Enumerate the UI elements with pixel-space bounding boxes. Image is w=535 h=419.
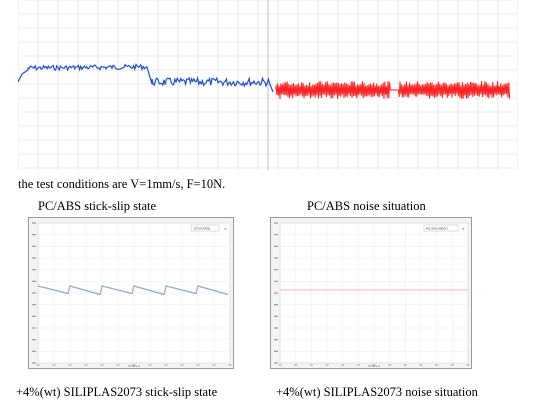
y-tick [32,292,36,294]
y-tick [32,257,36,259]
siliplas-noise-svg: Acceleration ✕ Time (s) [270,217,472,369]
y-tick [32,315,36,317]
y-tick [274,269,278,271]
x-tick [52,364,56,366]
panel-x-ticks [278,364,470,366]
x-tick [278,364,282,366]
x-tick [372,364,376,366]
top-chart-svg [18,0,518,170]
x-axis-label: Time (s) [127,364,140,368]
legend-box [190,224,220,232]
siliplas-stick-slip-svg: Stick/Slip ✕ Time (s) [28,217,234,369]
x-tick [212,364,216,366]
close-icon[interactable]: ✕ [462,227,465,231]
top-chart [18,0,518,170]
x-tick [36,364,40,366]
x-tick [148,364,152,366]
x-tick [68,364,72,366]
x-tick [309,364,313,366]
y-tick [32,327,36,329]
y-tick [274,292,278,294]
y-tick [274,327,278,329]
siliplas-noise-panel: Acceleration ✕ Time (s) [270,217,472,369]
x-tick [356,364,360,366]
y-tick [274,362,278,364]
pcabs-stick-slip-trace [18,63,274,93]
y-tick [32,350,36,352]
y-tick [274,245,278,247]
panel-y-ticks [274,222,278,364]
x-tick [388,364,392,366]
panel-grid [279,222,469,364]
y-tick [32,234,36,236]
y-tick [32,245,36,247]
panel-title-acceleration: Acceleration [426,227,448,231]
panel-y-ticks [32,222,36,364]
siliplas-stick-slip-panel: Stick/Slip ✕ Time (s) [28,217,234,369]
panel-x-ticks [36,364,232,366]
x-tick [100,364,104,366]
legend-box [423,224,459,232]
y-tick [32,339,36,341]
x-tick [466,364,470,366]
label-siliplas-stick-slip: +4%(wt) SILIPLAS2073 stick-slip state [16,385,218,399]
y-tick [274,350,278,352]
x-tick [294,364,298,366]
x-tick [180,364,184,366]
x-tick [84,364,88,366]
x-tick [196,364,200,366]
panel-grid [37,222,231,364]
siliplas-stick-slip-trace [37,285,229,296]
y-tick [32,362,36,364]
x-tick [403,364,407,366]
x-axis-label: Time (s) [367,364,380,368]
test-conditions-caption: the test conditions are V=1mm/s, F=10N. [18,177,226,191]
label-pcabs-stick-slip: PC/ABS stick-slip state [38,199,157,213]
panel-title-stick-slip: Stick/Slip [194,227,211,231]
y-tick [32,222,36,224]
y-tick [274,234,278,236]
y-tick [274,257,278,259]
y-tick [274,304,278,306]
y-tick [274,280,278,282]
x-tick [228,364,232,366]
pcabs-noise-trace [275,80,511,99]
x-tick [325,364,329,366]
y-tick [274,315,278,317]
x-tick [341,364,345,366]
y-tick [32,269,36,271]
close-icon[interactable]: ✕ [224,227,227,231]
x-tick [450,364,454,366]
y-tick [274,222,278,224]
label-pcabs-noise: PC/ABS noise situation [307,199,426,213]
x-tick [116,364,120,366]
y-tick [32,304,36,306]
y-tick [274,339,278,341]
x-tick [435,364,439,366]
x-tick [132,364,136,366]
x-tick [419,364,423,366]
x-tick [164,364,168,366]
y-tick [32,280,36,282]
label-siliplas-noise: +4%(wt) SILIPLAS2073 noise situation [276,385,478,399]
